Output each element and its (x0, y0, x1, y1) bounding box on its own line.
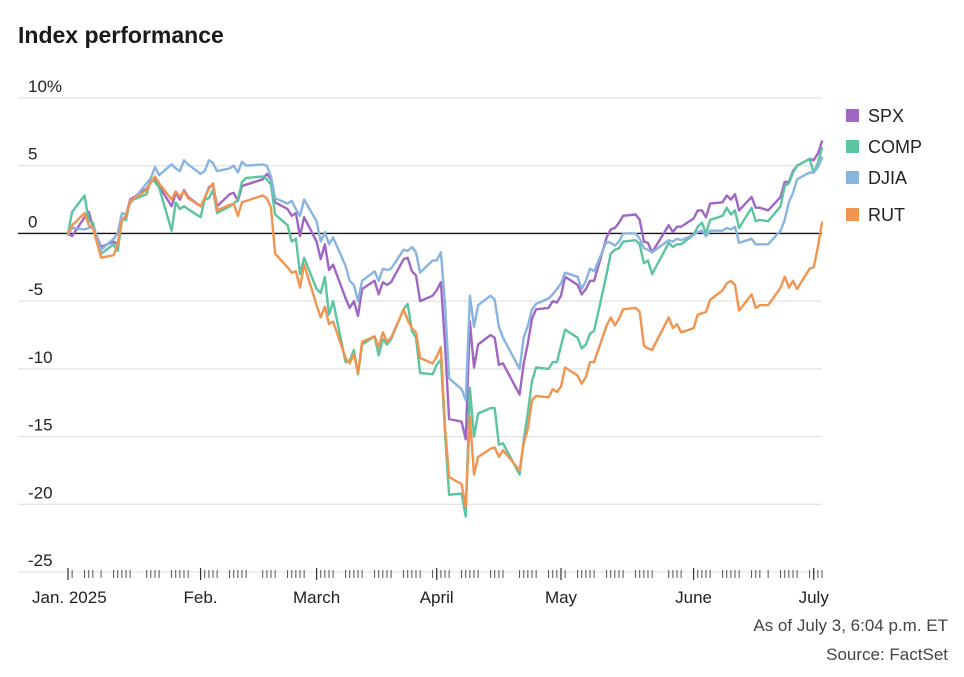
series-line-rut (66, 175, 824, 509)
legend-item-djia: DJIA (846, 168, 907, 188)
y-tick-label: -20 (28, 483, 53, 502)
grid-lines (18, 97, 822, 573)
x-axis: Jan. 2025 Feb. March April May June July (18, 568, 829, 607)
y-tick-label: -15 (28, 416, 53, 435)
source-note: Source: FactSet (826, 645, 948, 664)
y-tick-label: -25 (28, 551, 53, 570)
y-axis-labels: 10% 5 0 -5 -10 -15 -20 -25 (28, 77, 62, 570)
chart-title: Index performance (18, 22, 224, 48)
legend-swatch (846, 208, 859, 221)
x-tick-label: March (293, 588, 340, 607)
x-tick-label: April (420, 588, 454, 607)
series-lines (66, 140, 824, 518)
y-tick-label: 5 (28, 145, 37, 164)
legend-item-comp: COMP (846, 137, 922, 157)
y-tick-label: 0 (28, 212, 37, 231)
legend: SPX COMP DJIA RUT (846, 106, 922, 225)
legend-item-rut: RUT (846, 205, 905, 225)
legend-label: COMP (868, 137, 922, 157)
legend-item-spx: SPX (846, 106, 904, 126)
legend-label: RUT (868, 205, 905, 225)
x-tick-label: Jan. 2025 (32, 588, 107, 607)
legend-label: DJIA (868, 168, 907, 188)
legend-swatch (846, 109, 859, 122)
x-tick-label: July (799, 588, 830, 607)
legend-swatch (846, 171, 859, 184)
legend-swatch (846, 140, 859, 153)
legend-label: SPX (868, 106, 904, 126)
y-tick-label: -10 (28, 348, 53, 367)
series-line-djia (66, 156, 824, 402)
y-tick-label: -5 (28, 280, 43, 299)
x-tick-label: Feb. (184, 588, 218, 607)
x-tick-label: May (545, 588, 578, 607)
y-tick-label: 10% (28, 77, 62, 96)
x-tick-label: June (675, 588, 712, 607)
as-of-note: As of July 3, 6:04 p.m. ET (753, 616, 948, 635)
